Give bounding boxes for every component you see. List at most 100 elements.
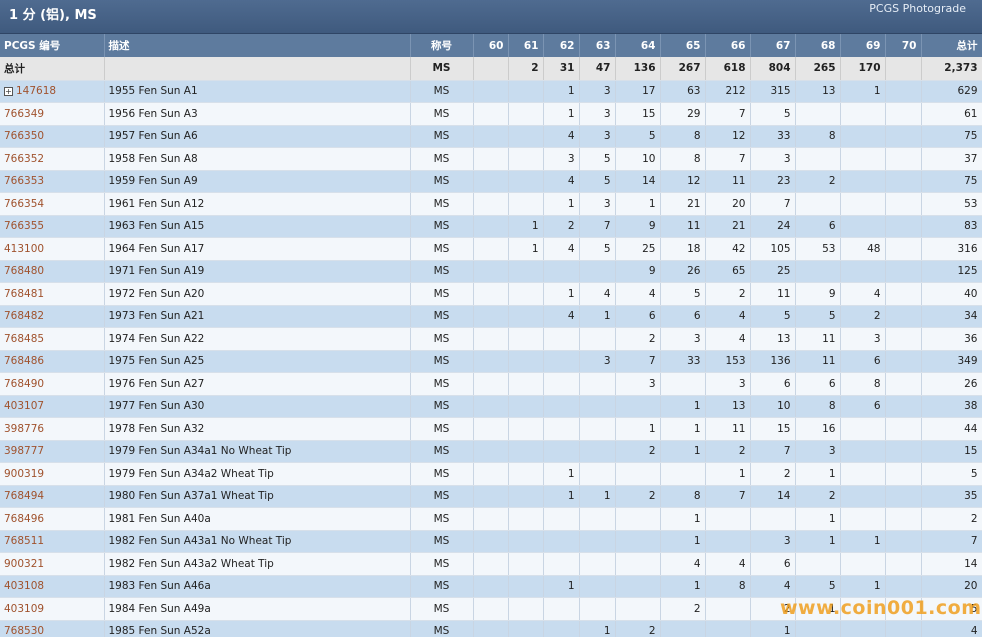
row-total-cell: 40 — [921, 282, 982, 306]
coin-number-link[interactable]: 900319 — [4, 467, 45, 480]
coin-designation: MS — [410, 485, 474, 508]
column-header-grade-70[interactable]: 70 — [885, 34, 922, 57]
coin-number-link[interactable]: 766353 — [4, 175, 45, 188]
coin-number-link[interactable]: 768511 — [4, 535, 45, 548]
coin-number-link[interactable]: 398776 — [4, 422, 45, 435]
total-grade-64: 136 — [615, 57, 661, 81]
coin-number-link[interactable]: 768485 — [4, 332, 45, 345]
grade-count-cell — [473, 395, 509, 418]
grade-count-cell — [660, 372, 706, 396]
grade-count-cell: 1 — [795, 507, 841, 531]
coin-designation: MS — [410, 372, 474, 396]
coin-number-link[interactable]: 768530 — [4, 625, 45, 637]
coin-number-cell: 413100 — [0, 237, 105, 261]
coin-number-link[interactable]: 768490 — [4, 377, 45, 390]
coin-number-link[interactable]: 768496 — [4, 512, 45, 525]
column-header-grade-61[interactable]: 61 — [508, 34, 544, 57]
photograde-link[interactable]: PCGS Photograde — [869, 2, 966, 15]
grade-count-cell: 16 — [795, 417, 841, 441]
column-header-grade-68[interactable]: 68 — [795, 34, 841, 57]
coin-number-cell: 766350 — [0, 125, 105, 148]
grade-count-cell: 17 — [615, 80, 661, 103]
row-total-cell: 38 — [921, 395, 982, 418]
coin-number-link[interactable]: 147618 — [16, 85, 57, 98]
column-header-grade-64[interactable]: 64 — [615, 34, 661, 57]
coin-number-link[interactable]: 766355 — [4, 220, 45, 233]
coin-number-link[interactable]: 768481 — [4, 287, 45, 300]
grade-count-cell — [508, 170, 544, 193]
grade-count-cell — [885, 215, 922, 238]
coin-number-link[interactable]: 766349 — [4, 107, 45, 120]
grade-count-cell: 1 — [579, 485, 616, 508]
coin-number-cell: 403107 — [0, 395, 105, 418]
grade-count-cell: 13 — [795, 80, 841, 103]
coin-description: 1961 Fen Sun A12 — [104, 192, 411, 216]
grade-count-cell — [473, 620, 509, 637]
coin-number-link[interactable]: 900321 — [4, 557, 45, 570]
grade-count-cell — [885, 170, 922, 193]
coin-number-link[interactable]: 403109 — [4, 602, 45, 615]
grade-count-cell: 1 — [795, 462, 841, 486]
grade-count-cell: 2 — [705, 440, 751, 463]
column-header-number[interactable]: PCGS 编号 — [0, 34, 105, 57]
total-grade-69: 170 — [840, 57, 886, 81]
grade-count-cell — [885, 147, 922, 171]
column-header-grade-67[interactable]: 67 — [750, 34, 796, 57]
grade-count-cell — [508, 102, 544, 126]
grade-count-cell — [615, 507, 661, 531]
row-total-cell: 36 — [921, 327, 982, 351]
grade-count-cell — [473, 147, 509, 171]
table-row: 766353 1959 Fen Sun A9 MS 4 5 14 12 11 23 2 75 — [0, 170, 982, 193]
grade-count-cell: 1 — [508, 215, 544, 238]
coin-number-link[interactable]: 403108 — [4, 580, 45, 593]
grade-count-cell — [473, 440, 509, 463]
grade-count-cell: 7 — [750, 192, 796, 216]
coin-number-link[interactable]: 768486 — [4, 355, 45, 368]
coin-number-cell: 768490 — [0, 372, 105, 396]
grade-count-cell: 5 — [795, 575, 841, 598]
grade-count-cell — [579, 440, 616, 463]
coin-number-link[interactable]: 413100 — [4, 242, 45, 255]
column-header-total[interactable]: 总计 — [921, 34, 982, 57]
coin-number-cell: 900321 — [0, 552, 105, 576]
grade-count-cell — [885, 417, 922, 441]
expand-icon[interactable]: + — [4, 87, 13, 97]
grade-count-cell: 1 — [579, 620, 616, 637]
column-header-grade-65[interactable]: 65 — [660, 34, 706, 57]
total-label: 总计 — [0, 57, 105, 81]
coin-number-link[interactable]: 768480 — [4, 265, 45, 278]
row-total-cell: 2 — [921, 507, 982, 531]
grade-count-cell — [508, 260, 544, 283]
coin-number-link[interactable]: 766350 — [4, 130, 45, 143]
column-header-grade-69[interactable]: 69 — [840, 34, 886, 57]
coin-number-link[interactable]: 768494 — [4, 490, 45, 503]
grade-count-cell: 29 — [660, 102, 706, 126]
column-header-designation[interactable]: 称号 — [410, 34, 474, 57]
coin-number-link[interactable]: 768482 — [4, 310, 45, 323]
coin-number-link[interactable]: 766354 — [4, 197, 45, 210]
grade-count-cell: 3 — [750, 530, 796, 553]
grade-count-cell — [579, 260, 616, 283]
column-header-grade-66[interactable]: 66 — [705, 34, 751, 57]
grade-count-cell: 1 — [750, 620, 796, 637]
coin-number-link[interactable]: 766352 — [4, 152, 45, 165]
column-header-grade-63[interactable]: 63 — [579, 34, 616, 57]
coin-number-link[interactable]: 403107 — [4, 400, 45, 413]
population-table: PCGS 编号 描述 称号 60 61 62 63 64 65 66 67 68… — [0, 34, 982, 637]
grade-count-cell: 8 — [660, 147, 706, 171]
column-header-grade-62[interactable]: 62 — [543, 34, 580, 57]
grade-count-cell: 14 — [750, 485, 796, 508]
coin-description: 1984 Fen Sun A49a — [104, 597, 411, 621]
grade-count-cell: 15 — [750, 417, 796, 441]
grade-count-cell: 15 — [615, 102, 661, 126]
row-total-cell: 20 — [921, 575, 982, 598]
table-row: 900319 1979 Fen Sun A34a2 Wheat Tip MS 1 1 2 1… — [0, 462, 982, 486]
grade-count-cell — [795, 102, 841, 126]
coin-number-link[interactable]: 398777 — [4, 445, 45, 458]
column-header-description[interactable]: 描述 — [104, 34, 411, 57]
table-row: 768480 1971 Fen Sun A19 MS 9 26 65 25 125 — [0, 260, 982, 283]
column-header-grade-60[interactable]: 60 — [473, 34, 509, 57]
row-total-cell: 34 — [921, 305, 982, 328]
total-designation: MS — [410, 57, 474, 81]
grade-count-cell: 3 — [579, 192, 616, 216]
